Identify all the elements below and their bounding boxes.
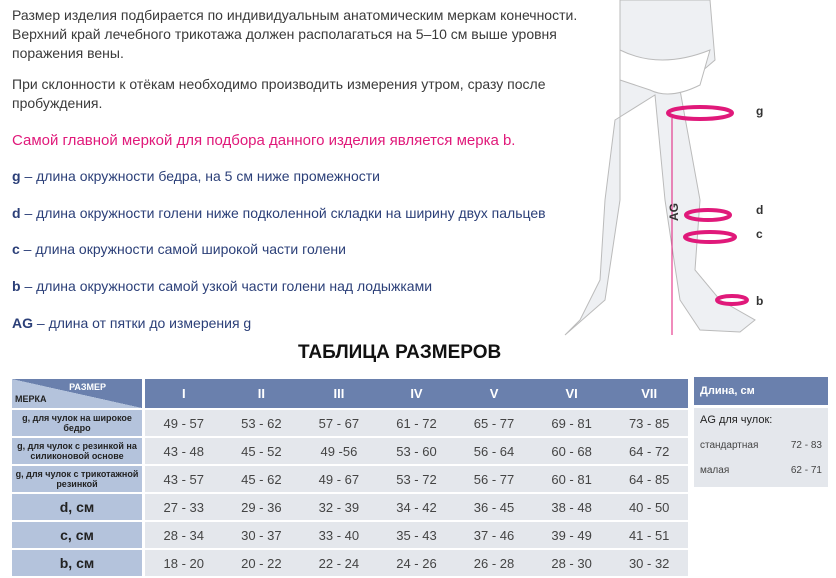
length-row: малая 62 - 71 xyxy=(700,465,822,476)
table-cell: 24 - 26 xyxy=(377,550,456,576)
measure-ag: AG – длина от пятки до измерения g xyxy=(12,315,252,331)
table-cell: 53 - 62 xyxy=(222,410,301,436)
size-col: V xyxy=(455,379,533,408)
highlight-text: Самой главной меркой для подбора данного… xyxy=(12,132,516,149)
table-title: ТАБЛИЦА РАЗМЕРОВ xyxy=(298,342,502,363)
table-cell: 43 - 57 xyxy=(145,466,223,492)
table-row: g, для чулок на широкое бедро 49 - 57 53 -… xyxy=(12,410,688,436)
table-cell: 53 - 72 xyxy=(377,466,456,492)
table-cell: 32 - 39 xyxy=(300,494,378,520)
table-cell: 60 - 81 xyxy=(532,466,611,492)
size-col: IV xyxy=(377,379,456,408)
table-cell: 45 - 52 xyxy=(222,438,301,464)
figure-label-b: b xyxy=(756,294,764,308)
leg-figure xyxy=(564,0,756,336)
table-row: b, см 18 - 20 20 - 22 22 - 24 24 - 26 26 - 28… xyxy=(12,550,688,576)
table-cell: 20 - 22 xyxy=(222,550,301,576)
table-row: c, см 28 - 34 30 - 37 33 - 40 35 - 43 37 - 46… xyxy=(12,522,688,548)
row-label: d, см xyxy=(12,494,145,520)
table-cell: 35 - 43 xyxy=(377,522,456,548)
row-label: g, для чулок с резинкой на силиконовой о… xyxy=(12,438,145,464)
size-col: III xyxy=(300,379,378,408)
table-cell: 56 - 77 xyxy=(455,466,533,492)
table-cell: 18 - 20 xyxy=(145,550,223,576)
table-cell: 49 - 67 xyxy=(300,466,378,492)
size-col: I xyxy=(145,379,223,408)
measure-c: c – длина окружности самой широкой части… xyxy=(12,241,346,257)
table-corner: РАЗМЕР МЕРКА xyxy=(12,379,145,408)
table-cell: 65 - 77 xyxy=(455,410,533,436)
size-col: VII xyxy=(610,379,688,408)
figure-label-d: d xyxy=(756,203,764,217)
measure-b: b – длина окружности самой узкой части г… xyxy=(12,278,433,294)
length-row: стандартная 72 - 83 xyxy=(700,440,822,451)
size-col: II xyxy=(222,379,301,408)
intro-paragraph-1: Размер изделия подбирается по индивидуал… xyxy=(12,7,578,61)
size-col: VI xyxy=(532,379,611,408)
figure-label-ag: AG xyxy=(667,203,681,221)
intro-paragraph-2: При склонности к отёкам необходимо произ… xyxy=(12,76,546,111)
size-table: РАЗМЕР МЕРКА I II III IV V VI VII g, для … xyxy=(12,377,688,578)
table-row: g, для чулок с резинкой на силиконовой о… xyxy=(12,438,688,464)
table-cell: 64 - 85 xyxy=(610,466,688,492)
table-cell: 43 - 48 xyxy=(145,438,223,464)
table-cell: 53 - 60 xyxy=(377,438,456,464)
table-cell: 49 - 57 xyxy=(145,410,223,436)
table-cell: 41 - 51 xyxy=(610,522,688,548)
table-cell: 57 - 67 xyxy=(300,410,378,436)
table-cell: 29 - 36 xyxy=(222,494,301,520)
table-cell: 61 - 72 xyxy=(377,410,456,436)
table-cell: 36 - 45 xyxy=(455,494,533,520)
table-cell: 26 - 28 xyxy=(455,550,533,576)
measure-d: d – длина окружности голени ниже подколе… xyxy=(12,205,546,221)
table-row: g, для чулок с трикотажной резинкой 43 - … xyxy=(12,466,688,492)
table-header: РАЗМЕР МЕРКА I II III IV V VI VII xyxy=(12,379,688,408)
table-cell: 27 - 33 xyxy=(145,494,223,520)
table-cell: 69 - 81 xyxy=(532,410,611,436)
row-label: g, для чулок с трикотажной резинкой xyxy=(12,466,145,492)
table-cell: 60 - 68 xyxy=(532,438,611,464)
row-label: b, см xyxy=(12,550,145,576)
table-cell: 45 - 62 xyxy=(222,466,301,492)
figure-label-g: g xyxy=(756,104,764,118)
table-cell: 28 - 34 xyxy=(145,522,223,548)
table-cell: 33 - 40 xyxy=(300,522,378,548)
table-cell: 73 - 85 xyxy=(610,410,688,436)
table-cell: 56 - 64 xyxy=(455,438,533,464)
table-cell: 28 - 30 xyxy=(532,550,611,576)
table-cell: 64 - 72 xyxy=(610,438,688,464)
table-row: d, см 27 - 33 29 - 36 32 - 39 34 - 42 36 - 45… xyxy=(12,494,688,520)
table-cell: 38 - 48 xyxy=(532,494,611,520)
table-cell: 49 -56 xyxy=(300,438,378,464)
length-subtitle: AG для чулок: xyxy=(700,414,773,426)
row-label: g, для чулок на широкое бедро xyxy=(12,410,145,436)
length-header: Длина, см xyxy=(694,377,828,405)
table-cell: 34 - 42 xyxy=(377,494,456,520)
table-cell: 37 - 46 xyxy=(455,522,533,548)
measure-g: g – длина окружности бедра, на 5 см ниже… xyxy=(12,168,380,184)
table-cell: 22 - 24 xyxy=(300,550,378,576)
table-cell: 30 - 32 xyxy=(610,550,688,576)
length-panel: Длина, см AG для чулок: стандартная 72 - … xyxy=(694,377,828,487)
table-cell: 40 - 50 xyxy=(610,494,688,520)
table-cell: 39 - 49 xyxy=(532,522,611,548)
row-label: c, см xyxy=(12,522,145,548)
figure-label-c: c xyxy=(756,227,763,241)
table-cell: 30 - 37 xyxy=(222,522,301,548)
